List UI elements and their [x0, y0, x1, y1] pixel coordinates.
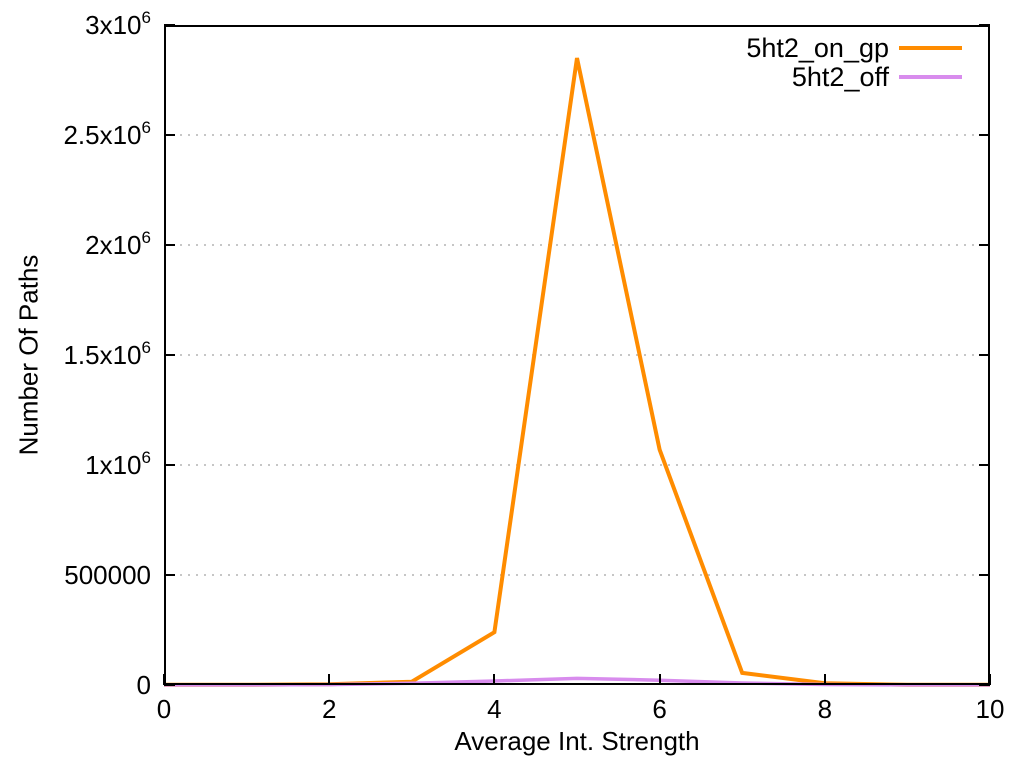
- y-tick-mark: [164, 354, 175, 356]
- legend-line-sample: [899, 75, 962, 79]
- x-axis-title: Average Int. Strength: [454, 726, 700, 756]
- gridline: [164, 354, 990, 356]
- gridline: [164, 134, 990, 136]
- x-tick-label: 0: [156, 694, 172, 724]
- legend-label: 5ht2_off: [791, 62, 889, 92]
- y-tick-label-text: 1x10: [85, 450, 142, 480]
- y-tick-label-text: 500000: [64, 560, 151, 590]
- y-tick-label: 0: [0, 670, 151, 700]
- y-tick-label: 1x106: [0, 448, 151, 480]
- x-tick-label: 4: [487, 694, 502, 724]
- y-tick-mark-mirror: [979, 24, 990, 26]
- x-tick-mark: [658, 674, 661, 685]
- y-tick-label-text: 3x10: [85, 10, 142, 40]
- series-line-5ht2_off: [164, 676, 990, 687]
- gridline: [164, 574, 990, 576]
- legend-label: 5ht2_on_gp: [746, 33, 889, 63]
- x-tick-label: 2: [321, 694, 337, 724]
- y-tick-label-exponent: 6: [141, 118, 151, 137]
- x-tick-mark: [989, 674, 991, 685]
- y-tick-mark-mirror: [979, 574, 990, 576]
- y-tick-label: 2x106: [0, 228, 151, 260]
- x-tick-mark: [163, 674, 165, 685]
- y-tick-mark-mirror: [979, 134, 990, 136]
- y-tick-mark: [164, 244, 175, 246]
- x-tick-mark: [823, 674, 826, 685]
- y-tick-label-text: 2x10: [85, 230, 142, 260]
- x-tick-label: 6: [652, 694, 667, 724]
- y-tick-mark-mirror: [979, 354, 990, 356]
- plot-area: [163, 24, 991, 687]
- x-tick-mark: [328, 674, 331, 685]
- y-tick-mark: [164, 574, 175, 576]
- legend-item: 5ht2_off: [792, 63, 962, 91]
- gridline: [164, 244, 990, 246]
- series-line-5ht2_on_gp: [164, 57, 990, 687]
- y-tick-label: 2.5x106: [0, 118, 151, 150]
- y-tick-label-text: 2.5x10: [63, 120, 142, 150]
- y-tick-mark: [164, 24, 175, 26]
- y-tick-label-exponent: 6: [141, 228, 151, 247]
- y-tick-mark: [164, 684, 175, 686]
- plot-canvas: [164, 57, 990, 687]
- y-tick-mark: [164, 134, 175, 136]
- y-tick-label-text: 1.5x10: [63, 340, 142, 370]
- y-tick-mark-mirror: [979, 244, 990, 246]
- y-tick-label: 3x106: [0, 8, 151, 40]
- y-tick-label: 1.5x106: [0, 338, 151, 370]
- gridline: [164, 464, 990, 466]
- y-tick-mark-mirror: [979, 464, 990, 466]
- y-tick-mark: [164, 464, 175, 466]
- legend-line-sample: [899, 46, 962, 50]
- y-tick-label: 500000: [0, 560, 151, 590]
- y-tick-label-exponent: 6: [141, 8, 151, 27]
- y-tick-mark-mirror: [979, 684, 990, 686]
- x-tick-label: 8: [817, 694, 833, 724]
- y-tick-label-text: 0: [136, 670, 151, 700]
- legend-item: 5ht2_on_gp: [746, 34, 962, 62]
- y-tick-label-exponent: 6: [141, 338, 151, 357]
- y-tick-label-exponent: 6: [141, 448, 151, 467]
- x-tick-label: 10: [975, 694, 1005, 724]
- x-tick-mark: [493, 674, 496, 685]
